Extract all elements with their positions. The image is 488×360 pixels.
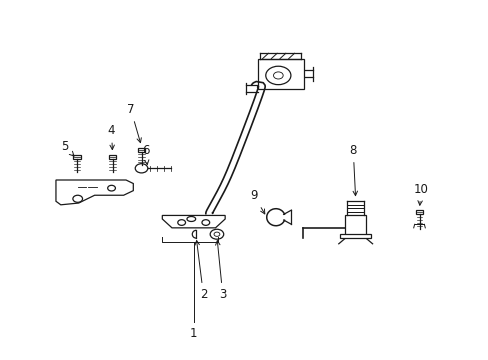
Bar xyxy=(340,234,370,238)
Text: 7: 7 xyxy=(127,103,141,143)
Circle shape xyxy=(273,72,283,79)
Text: 9: 9 xyxy=(250,189,264,214)
Text: 6: 6 xyxy=(142,144,149,165)
Circle shape xyxy=(178,220,185,225)
Bar xyxy=(257,59,303,89)
Polygon shape xyxy=(162,215,224,228)
Bar xyxy=(415,210,422,215)
Text: 3: 3 xyxy=(215,240,226,301)
Polygon shape xyxy=(56,180,133,205)
Text: 8: 8 xyxy=(349,144,357,195)
Circle shape xyxy=(202,220,209,225)
Bar xyxy=(345,215,366,235)
Text: 10: 10 xyxy=(413,183,427,205)
Text: 1: 1 xyxy=(190,327,197,340)
Circle shape xyxy=(210,229,223,239)
Bar xyxy=(138,148,145,152)
Bar xyxy=(108,155,116,159)
Text: 2: 2 xyxy=(195,240,207,301)
Circle shape xyxy=(73,195,82,202)
Circle shape xyxy=(265,66,290,85)
Circle shape xyxy=(135,164,147,173)
Circle shape xyxy=(107,185,115,191)
Text: 5: 5 xyxy=(61,140,74,156)
Bar xyxy=(73,155,81,159)
Text: 4: 4 xyxy=(107,125,115,149)
